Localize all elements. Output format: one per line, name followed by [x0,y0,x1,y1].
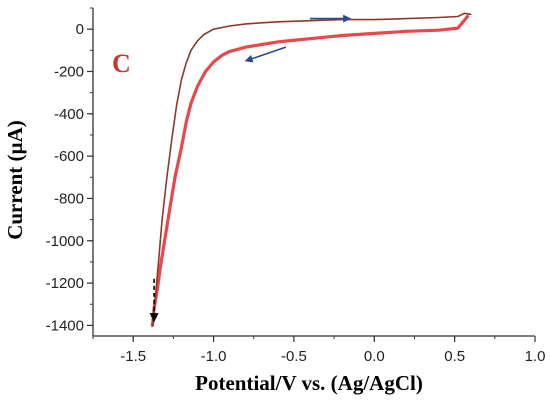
panel-label: C [112,49,131,78]
y-axis-title: Current (µA) [3,120,27,240]
curves-group [150,12,472,327]
direction-arrow-left [244,46,287,63]
x-tick-label: 0.0 [364,348,385,365]
y-tick-label: 0 [76,21,84,38]
y-tick-label: -800 [54,190,84,207]
x-axis-title: Potential/V vs. (Ag/AgCl) [195,371,423,395]
y-tick-label: -200 [54,63,84,80]
series-line-1 [150,14,470,327]
annotations-group [149,14,352,323]
series-line-2 [151,12,472,327]
y-tick-label: -1400 [46,317,84,334]
x-tick-label: 1.0 [525,348,546,365]
y-tick-label: -1000 [46,233,84,250]
y-tick-label: -1200 [46,275,84,292]
y-tick-label: -600 [54,148,84,165]
x-tick-label: 0.5 [444,348,465,365]
axes-group: -1.5 -1.0 -0.5 0.0 0.5 1.0 0 -200 -400 -600 -800 -1… [46,7,546,365]
x-tick-label: -0.5 [281,348,307,365]
x-tick-label: -1.0 [201,348,227,365]
y-tick-label: -400 [54,106,84,123]
x-tick-label: -1.5 [120,348,146,365]
